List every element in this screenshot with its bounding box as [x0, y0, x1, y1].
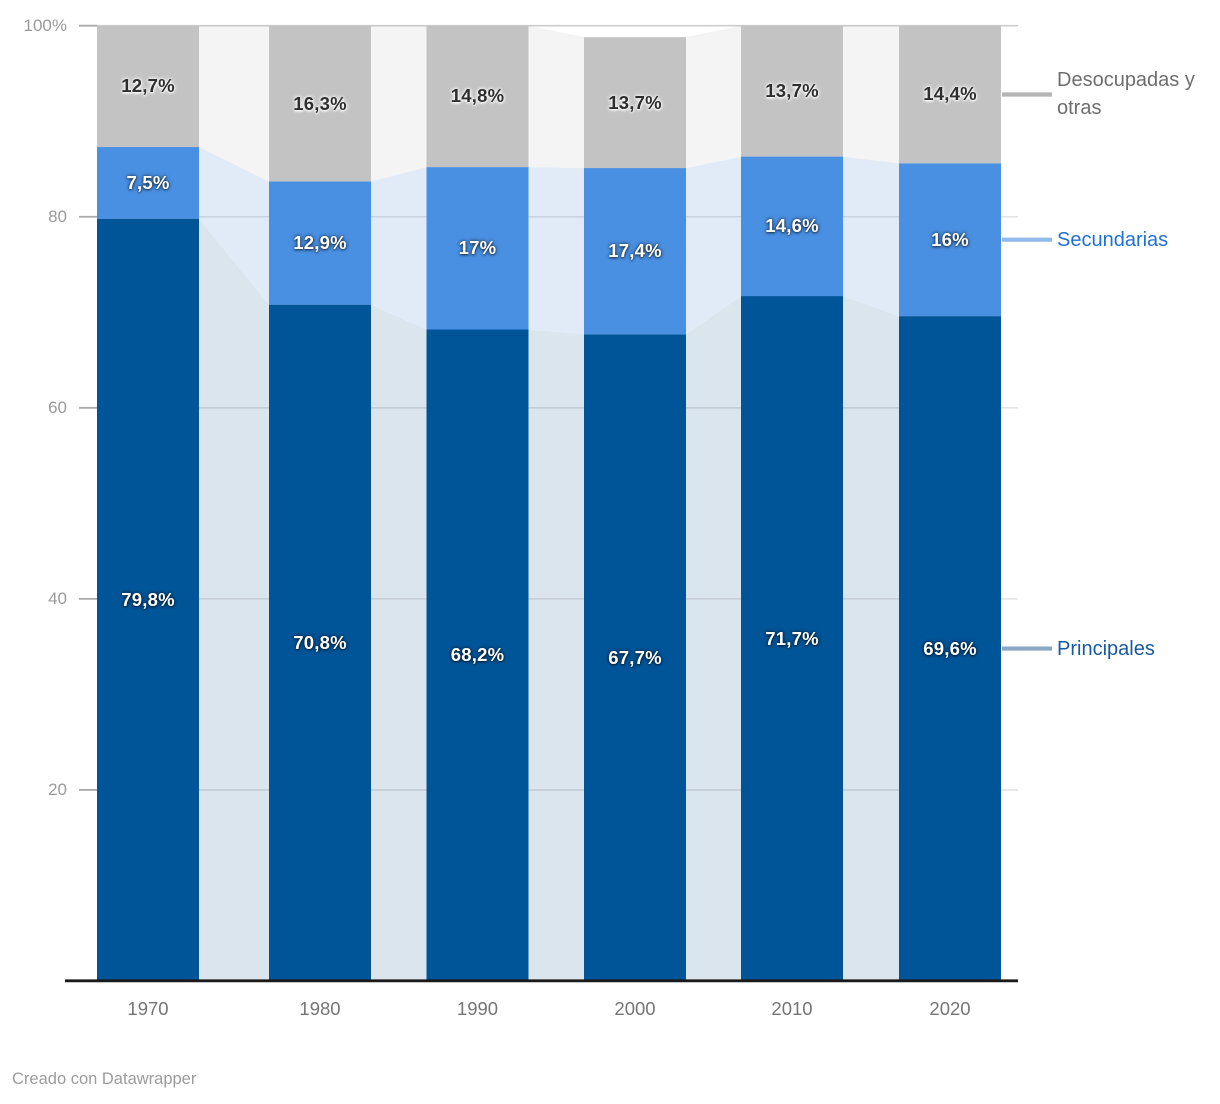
bar-segment-principales-1980[interactable]: [269, 304, 371, 982]
connector-area-principales-2010: [843, 296, 899, 981]
value-label-secundarias-1970: 7,5%: [126, 171, 170, 193]
datawrapper-credit: Creado con Datawrapper: [12, 1070, 197, 1088]
connector-area-desocupadas-y-otras-1970: [199, 25, 269, 182]
bar-segment-desocupadas-y-otras-2020[interactable]: [899, 25, 1001, 164]
bar-segment-secundarias-1990[interactable]: [426, 167, 529, 330]
value-label-desocupadas-y-otras-2000: 13,7%: [608, 91, 662, 113]
y-axis-tick-label-20: 20: [48, 779, 67, 799]
value-label-desocupadas-y-otras-2010: 13,7%: [765, 80, 819, 102]
bar-segment-principales-1990[interactable]: [426, 329, 529, 981]
x-axis-tick-label-1980: 1980: [299, 998, 341, 1019]
bar-segment-secundarias-1980[interactable]: [269, 181, 371, 305]
connector-area-secundarias-1990: [528, 167, 584, 335]
connector-area-desocupadas-y-otras-2000: [686, 25, 741, 169]
bar-segment-secundarias-2020[interactable]: [899, 163, 1001, 317]
y-axis-tick-label-60: 60: [48, 397, 67, 417]
bar-segment-desocupadas-y-otras-1990[interactable]: [426, 25, 529, 168]
value-label-principales-1970: 79,8%: [121, 588, 175, 610]
connector-area-secundarias-1980: [371, 167, 427, 330]
y-axis-tick-label-80: 80: [48, 206, 67, 226]
bar-segment-principales-2020[interactable]: [899, 316, 1001, 981]
value-label-principales-2020: 69,6%: [923, 637, 977, 659]
bar-segment-desocupadas-y-otras-1970[interactable]: [97, 25, 199, 148]
bar-segment-principales-2000[interactable]: [584, 334, 686, 981]
value-label-principales-2000: 67,7%: [608, 646, 662, 668]
value-label-secundarias-1980: 12,9%: [293, 232, 347, 254]
bar-segment-principales-1970[interactable]: [97, 218, 199, 981]
value-label-desocupadas-y-otras-2020: 14,4%: [923, 83, 977, 105]
value-label-principales-1990: 68,2%: [450, 644, 505, 666]
legend-label-secundarias: Secundarias: [1057, 228, 1169, 251]
connector-area-desocupadas-y-otras-2010: [843, 25, 899, 164]
y-axis-tick-label-40: 40: [48, 588, 67, 608]
value-label-principales-1980: 70,8%: [293, 631, 347, 653]
bar-segment-desocupadas-y-otras-2000[interactable]: [584, 37, 686, 169]
value-label-secundarias-2020: 16%: [931, 228, 969, 250]
value-label-secundarias-1990: 17%: [458, 237, 497, 259]
value-label-secundarias-2010: 14,6%: [765, 215, 819, 237]
x-axis-tick-label-1970: 1970: [127, 998, 169, 1019]
bar-segment-secundarias-2010[interactable]: [741, 156, 843, 297]
connector-area-desocupadas-y-otras-1980: [371, 25, 427, 182]
value-label-desocupadas-y-otras-1970: 12,7%: [121, 75, 175, 97]
connector-area-desocupadas-y-otras-1990: [528, 25, 584, 169]
x-axis-tick-label-2020: 2020: [929, 998, 971, 1019]
bar-segment-secundarias-1970[interactable]: [97, 147, 199, 219]
x-axis-tick-label-1990: 1990: [456, 998, 499, 1019]
connector-area-principales-2000: [686, 296, 741, 981]
connector-area-secundarias-1970: [199, 147, 269, 305]
connector-area-secundarias-2010: [843, 156, 899, 317]
connector-area-principales-1970: [199, 218, 269, 981]
legend-label-principales: Principales: [1057, 637, 1155, 660]
value-label-desocupadas-y-otras-1990: 14,8%: [450, 85, 505, 107]
connector-area-secundarias-2000: [686, 156, 741, 335]
bar-segment-desocupadas-y-otras-1980[interactable]: [269, 25, 371, 182]
x-axis-tick-label-2010: 2010: [771, 998, 813, 1019]
legend-label-desocupadas-y-otras: Desocupadas y otras: [1057, 69, 1195, 120]
connector-area-principales-1990: [528, 329, 584, 981]
bar-segment-principales-2010[interactable]: [741, 296, 843, 981]
x-axis-tick-label-2000: 2000: [614, 998, 656, 1019]
y-axis-tick-label-100: 100%: [23, 15, 67, 35]
value-label-principales-2010: 71,7%: [765, 627, 819, 649]
bar-segment-desocupadas-y-otras-2010[interactable]: [741, 25, 843, 157]
value-label-desocupadas-y-otras-1980: 16,3%: [293, 92, 347, 114]
bar-segment-secundarias-2000[interactable]: [584, 168, 686, 335]
value-label-secundarias-2000: 17,4%: [608, 240, 662, 262]
connector-area-principales-1980: [371, 304, 427, 982]
